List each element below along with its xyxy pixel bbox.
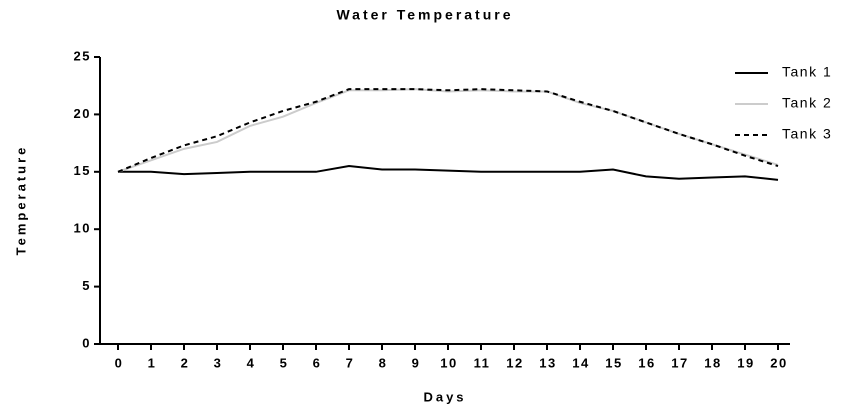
x-tick-label: 10 [440,355,457,370]
x-tick-label: 13 [539,355,556,370]
x-tick-label: 8 [379,355,388,370]
x-tick-label: 12 [506,355,523,370]
legend-label: Tank 3 [782,126,832,142]
chart-title: Water Temperature [336,7,513,23]
x-tick-label: 20 [770,355,787,370]
x-tick-label: 1 [148,355,157,370]
x-tick-label: 16 [638,355,655,370]
x-axis-title: Days [423,389,466,404]
x-tick-label: 7 [346,355,355,370]
x-tick-label: 14 [572,355,589,370]
y-tick-label: 10 [74,221,91,236]
line-series [117,88,779,173]
legend-label: Tank 1 [782,64,832,80]
x-tick-label: 15 [605,355,622,370]
y-tick-label: 15 [74,163,91,178]
x-tick-label: 4 [247,355,256,370]
y-tick-label: 20 [74,106,91,121]
x-tick-label: 6 [313,355,322,370]
x-tick-label: 2 [181,355,190,370]
x-tick-label: 17 [671,355,688,370]
x-tick-label: 3 [214,355,223,370]
line-series [117,88,779,173]
y-tick-label: 5 [82,278,91,293]
legend-label: Tank 2 [782,95,832,111]
x-tick-label: 0 [115,355,124,370]
x-tick-label: 5 [280,355,289,370]
y-tick-label: 25 [74,48,91,63]
y-tick-label: 0 [82,335,91,350]
x-tick-label: 11 [474,355,491,370]
line-series [118,165,779,181]
y-axis-title: Temperature [13,145,28,256]
x-tick-label: 18 [704,355,721,370]
x-tick-label: 19 [737,355,754,370]
x-tick-label: 9 [412,355,421,370]
